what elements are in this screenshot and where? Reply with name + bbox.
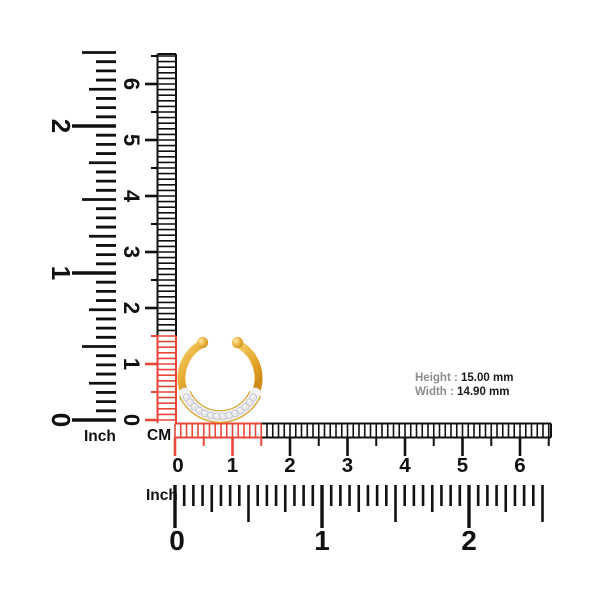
diamond-sparkle [238, 408, 241, 411]
diamond-stone [249, 393, 258, 402]
diamond-sparkle [227, 413, 230, 416]
dimension-annotation: Height : 15.00 mm Width : 14.90 mm [415, 371, 513, 399]
h-inch-digit-2: 2 [461, 525, 477, 556]
v-inch-digit-1: 1 [46, 265, 76, 281]
height-value: 15.00 mm [461, 372, 514, 384]
diamond-sparkle [197, 408, 200, 411]
width-line: Width : 14.90 mm [415, 385, 513, 399]
h-cm-digit-1: 1 [226, 453, 239, 477]
v-cm-digit-3: 3 [119, 245, 144, 259]
v-cm-digit-4: 4 [119, 189, 144, 203]
h-inch-digit-1: 1 [314, 525, 330, 556]
diamond-sparkle [247, 400, 250, 403]
vertical-inch-unit-label: Inch [84, 428, 116, 445]
hoop-left-arm [177, 339, 208, 398]
diamond-sparkle [192, 404, 195, 407]
diamond-sparkle [184, 395, 187, 398]
v-cm-digit-0: 0 [119, 413, 144, 427]
hoop-right-ball-end [231, 336, 244, 349]
v-cm-digit-6: 6 [119, 77, 144, 91]
diamond-sparkle [202, 411, 205, 414]
jewelry-hoop-image [177, 336, 263, 423]
diamond-sparkle [251, 395, 254, 398]
h-cm-digit-6: 6 [514, 453, 526, 477]
h-cm-digit-4: 4 [399, 453, 411, 477]
v-inch-digit-2: 2 [46, 118, 76, 134]
horizontal-inch-unit-label: Inch [146, 487, 178, 504]
v-cm-digit-1: 1 [119, 357, 144, 371]
v-cm-digit-5: 5 [119, 133, 144, 147]
diamond-sparkle [214, 414, 217, 417]
diamond-sparkle [243, 404, 246, 407]
diamond-sparkle [208, 413, 211, 416]
h-inch-digit-0: 0 [169, 525, 185, 556]
width-value: 14.90 mm [457, 386, 510, 398]
diamond-sparkle [188, 400, 191, 403]
hoop-left-ball-end [196, 336, 209, 349]
diamond-sparkle [233, 411, 236, 414]
h-cm-digit-3: 3 [341, 453, 354, 477]
pave-diamonds [182, 393, 258, 421]
height-label: Height : [415, 372, 458, 384]
h-cm-digit-5: 5 [456, 453, 469, 477]
hoop-right-arm [232, 339, 263, 398]
h-cm-digit-2: 2 [284, 453, 296, 477]
v-cm-digit-2: 2 [119, 301, 144, 315]
hoop-pave-outer-rail [178, 395, 262, 423]
hoop-pave-inner-rail [189, 391, 251, 412]
ruler-ticks [72, 51, 552, 528]
width-label: Width : [415, 386, 454, 398]
v-inch-digit-0: 0 [46, 412, 76, 428]
vertical-cm-unit-label: CM [147, 427, 172, 444]
h-cm-digit-0: 0 [172, 453, 184, 477]
height-line: Height : 15.00 mm [415, 371, 513, 385]
diamond-sparkle [221, 414, 224, 417]
